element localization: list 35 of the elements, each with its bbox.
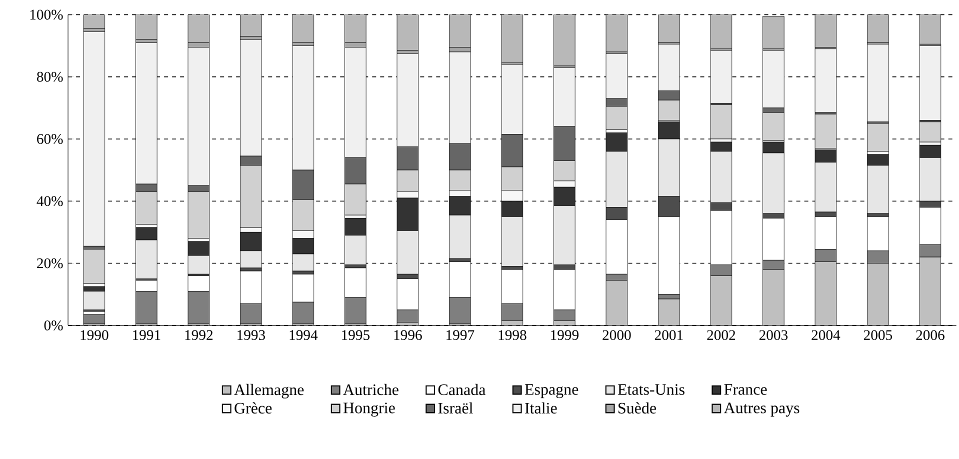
x-tick-label: 1999 [551, 330, 579, 340]
x-tick-label: 2004 [812, 330, 840, 340]
legend-label: Israël [438, 402, 473, 414]
y-tick-label: 60% [37, 134, 63, 144]
x-tick-label: 1995 [342, 330, 370, 340]
x-tick-label: 1997 [446, 330, 474, 340]
x-tick-label: 1996 [394, 330, 422, 340]
legend-label: Allemagne [234, 384, 304, 399]
y-tick-label: 0% [44, 320, 63, 330]
y-tick-label: 20% [37, 258, 63, 268]
x-tick-label: 2006 [916, 330, 944, 340]
y-tick-label: 100% [30, 10, 63, 20]
legend-label: Autres pays [724, 402, 800, 417]
x-tick-label: 2000 [602, 330, 631, 340]
y-tick-label: 80% [36, 72, 63, 82]
x-tick-label: 2001 [654, 330, 683, 340]
x-tick-label: 2003 [759, 330, 788, 340]
legend-label: France [724, 384, 767, 395]
x-tick-label: 2002 [707, 330, 736, 340]
legend-label: Autriche [343, 384, 398, 396]
y-tick-label: 40% [36, 196, 63, 206]
legend-label: Italie [525, 402, 557, 414]
x-tick-label: 1992 [185, 330, 213, 340]
legend-label: Hongrie [343, 402, 395, 417]
x-tick-label: 1990 [80, 330, 108, 340]
x-tick-label: 1991 [133, 330, 160, 340]
legend-label: Espagne [524, 384, 578, 398]
x-tick-label: 1993 [238, 330, 266, 340]
legend-label: Grèce [234, 402, 272, 414]
legend-label: Etats-Unis [618, 384, 684, 395]
x-tick-label: 1994 [290, 330, 318, 340]
x-tick-label: 1998 [498, 330, 526, 340]
legend-label: Suède [618, 402, 656, 414]
x-tick-label: 2005 [864, 330, 892, 340]
legend-label: Canada [438, 384, 486, 396]
